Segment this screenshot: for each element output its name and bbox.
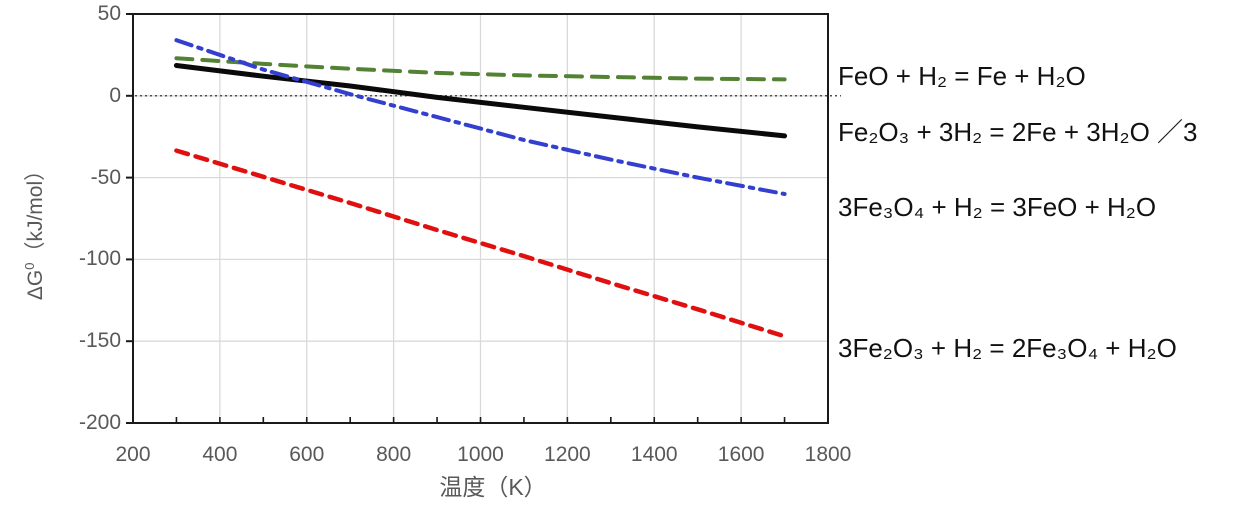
x-tick-label: 1000 [457, 443, 504, 466]
y-tick-label: 0 [109, 83, 121, 107]
series-line-fe3o4-h2 [174, 38, 787, 196]
x-tick-label: 1600 [717, 443, 765, 466]
series-label-fe3o4-h2: 3Fe₃O₄ + H₂ = 3FeO + H₂O [838, 192, 1157, 222]
series-label-3fe2o3-h2: 3Fe₂O₃ + H₂ = 2Fe₃O₄ + H₂O [838, 333, 1177, 363]
series-line-feo-h2 [174, 56, 787, 82]
y-tick-label: -100 [78, 247, 121, 271]
series-line-fe2o3-3h2 [173, 63, 788, 139]
x-tick-label: 1400 [630, 443, 678, 466]
y-tick-label: 50 [97, 2, 121, 25]
x-tick-label: 1200 [544, 443, 591, 466]
x-tick-label: 400 [202, 443, 238, 466]
x-tick-label: 800 [376, 443, 412, 466]
y-tick-label: -200 [78, 411, 121, 434]
y-tick-label: -150 [78, 329, 121, 353]
series-line-3fe2o3-h2 [174, 148, 787, 339]
y-axis-title-unit: （kJ/mol） [24, 159, 47, 263]
y-axis-title: ΔG0（kJ/mol） [19, 126, 47, 334]
x-axis-title: 温度（K） [439, 474, 547, 500]
x-tick-label: 1800 [804, 443, 852, 466]
series-label-fe2o3-3h2: Fe₂O₃ + 3H₂ = 2Fe + 3H₂O ／3 [838, 117, 1198, 147]
y-axis-title-sup: 0 [22, 262, 37, 270]
y-axis-title-base: ΔG [24, 269, 47, 301]
x-tick-label: 600 [289, 443, 325, 466]
x-tick-label: 200 [115, 443, 151, 466]
y-tick-label: -50 [90, 165, 121, 189]
series-label-feo-h2: FeO + H₂ = Fe + H₂O [838, 61, 1086, 91]
